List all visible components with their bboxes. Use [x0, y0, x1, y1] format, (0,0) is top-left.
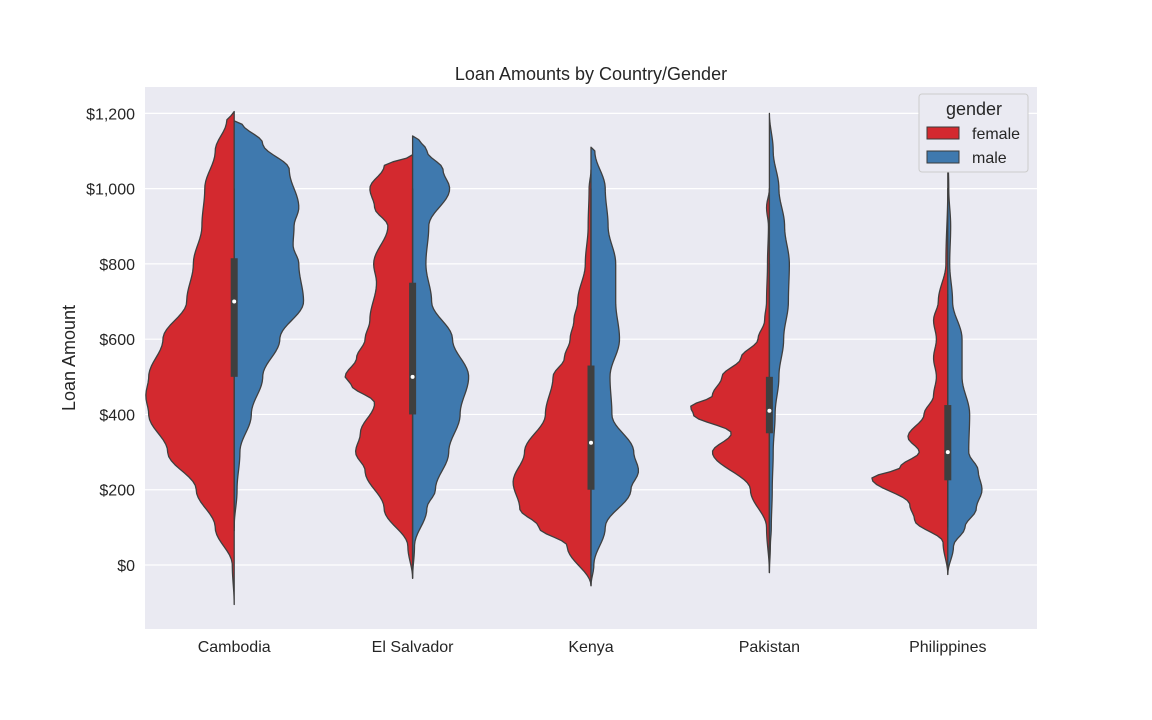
- x-tick-label: Philippines: [909, 639, 986, 656]
- legend: gender female male: [918, 93, 1029, 173]
- y-tick-labels: $0 $200 $400 $600 $800 $1,000 $1,200: [86, 106, 135, 575]
- box-median: [945, 450, 950, 455]
- box-iqr: [765, 376, 773, 434]
- x-tick-label: El Salvador: [372, 639, 454, 656]
- violin-female-kenya: [512, 169, 592, 587]
- y-tick-label: $0: [117, 558, 135, 575]
- box-median: [767, 408, 772, 413]
- y-tick-label: $400: [99, 407, 135, 424]
- violin-male-philippines: [947, 146, 983, 576]
- chart-title: Loan Amounts by Country/Gender: [455, 64, 727, 84]
- violin-female-cambodia: [145, 110, 235, 606]
- y-tick-label: $600: [99, 332, 135, 349]
- box-iqr: [944, 405, 952, 481]
- violin-female-philippines: [871, 187, 949, 576]
- y-tick-label: $200: [99, 483, 135, 500]
- y-tick-label: $800: [99, 257, 135, 274]
- box-median: [410, 374, 415, 379]
- box-iqr: [409, 282, 417, 415]
- violin-female-el-salvador: [344, 154, 414, 579]
- legend-title: gender: [946, 99, 1002, 119]
- y-tick-label: $1,200: [86, 106, 135, 123]
- inner-boxes: [230, 188, 952, 558]
- x-tick-labels: Cambodia El Salvador Kenya Pakistan Philippi…: [198, 639, 987, 656]
- violin-male-pakistan: [768, 112, 790, 574]
- violin-male-cambodia: [233, 120, 305, 529]
- violin-female-pakistan: [690, 187, 771, 574]
- violin-male-kenya: [590, 146, 640, 587]
- y-axis-label: Loan Amount: [59, 305, 79, 411]
- violin-male-el-salvador: [411, 135, 470, 579]
- legend-label-male: male: [972, 150, 1007, 167]
- violins: [145, 110, 983, 606]
- x-tick-label: Cambodia: [198, 639, 271, 656]
- x-tick-label: Pakistan: [739, 639, 800, 656]
- box-iqr: [230, 258, 238, 377]
- legend-swatch-male: [926, 150, 960, 164]
- legend-label-female: female: [972, 126, 1020, 143]
- box-median: [232, 299, 237, 304]
- box-iqr: [587, 365, 595, 490]
- box-median: [589, 440, 593, 445]
- legend-swatch-female: [926, 126, 960, 140]
- y-tick-label: $1,000: [86, 182, 135, 199]
- x-tick-label: Kenya: [568, 639, 613, 656]
